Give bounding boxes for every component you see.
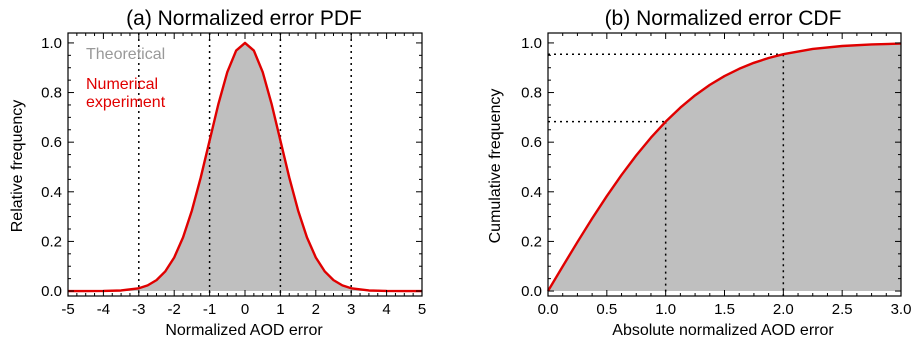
cdf-title: (b) Normalized error CDF	[605, 7, 842, 30]
cdf-numerical-line	[546, 42, 902, 292]
cdf-panel: (b) Normalized error CDF 0.0 0.5 1.0 1.5 2.0…	[487, 7, 911, 339]
x-tick-label: 0.0	[538, 301, 559, 318]
x-tick-label: 2.0	[773, 301, 794, 318]
pdf-xlabel: Normalized AOD error	[165, 322, 323, 339]
y-tick-label: 0.8	[521, 85, 542, 102]
x-tick-label: 5	[418, 301, 426, 318]
cdf-ticks-layer: 0.0 0.5 1.0 1.5 2.0 2.5 3.0 0.0 0.2 0.4 0.6 0.8 1.0	[521, 33, 911, 318]
y-tick-label: 0.6	[521, 134, 542, 151]
pdf-numerical-line	[68, 41, 422, 293]
x-tick-label: 1.0	[655, 301, 676, 318]
pdf-title: (a) Normalized error PDF	[126, 7, 362, 30]
x-tick-label: 2.5	[832, 301, 853, 318]
x-tick-label: 2	[312, 301, 320, 318]
x-tick-label: -4	[97, 301, 110, 318]
pdf-theoretical-area	[68, 42, 422, 292]
pdf-ylabel: Relative frequency	[9, 100, 26, 233]
y-tick-label: 0.8	[41, 85, 62, 102]
cdf-theoretical-fill-layer	[548, 43, 901, 292]
x-tick-label: 3	[347, 301, 355, 318]
x-tick-label: 1	[276, 301, 284, 318]
cdf-ylabel: Cumulative frequency	[487, 89, 504, 244]
cdf-reference-lines-layer	[548, 53, 785, 296]
y-tick-label: 0.4	[41, 184, 62, 201]
cdf-xlabel: Absolute normalized AOD error	[612, 322, 834, 339]
cdf-numerical-line-layer	[546, 42, 902, 292]
x-tick-label: 3.0	[891, 301, 912, 318]
pdf-vlines-layer	[138, 33, 352, 296]
x-tick-label: 0	[241, 301, 249, 318]
y-tick-label: 0.2	[41, 233, 62, 250]
x-tick-label: 1.5	[714, 301, 735, 318]
x-tick-label: -3	[132, 301, 145, 318]
y-tick-label: 0.0	[41, 283, 62, 300]
y-tick-label: 0.0	[521, 283, 542, 300]
x-tick-label: -1	[203, 301, 216, 318]
x-tick-label: 0.5	[596, 301, 617, 318]
cdf-theoretical-area	[548, 43, 901, 292]
x-tick-label: 4	[382, 301, 390, 318]
pdf-legend-numerical: Numerical experiment	[86, 76, 166, 111]
pdf-ticks-layer: -5 -4 -3 -2 -1 0 1 2 3 4 5 0.0 0.2 0.4 0.6 0.8 1.0	[41, 33, 426, 318]
pdf-numerical-line-layer	[68, 41, 422, 293]
y-tick-label: 0.6	[41, 134, 62, 151]
pdf-legend-theoretical: Theoretical	[86, 46, 165, 63]
y-tick-label: 0.2	[521, 233, 542, 250]
pdf-theoretical-fill-layer	[68, 42, 422, 292]
x-tick-label: -5	[61, 301, 74, 318]
y-tick-label: 1.0	[521, 35, 542, 52]
x-tick-label: -2	[168, 301, 181, 318]
y-tick-label: 1.0	[41, 35, 62, 52]
pdf-panel: (a) Normalized error PDF -5 -4 -3 -2 -1 0 1 2 3 4…	[9, 7, 426, 339]
y-tick-label: 0.4	[521, 184, 542, 201]
